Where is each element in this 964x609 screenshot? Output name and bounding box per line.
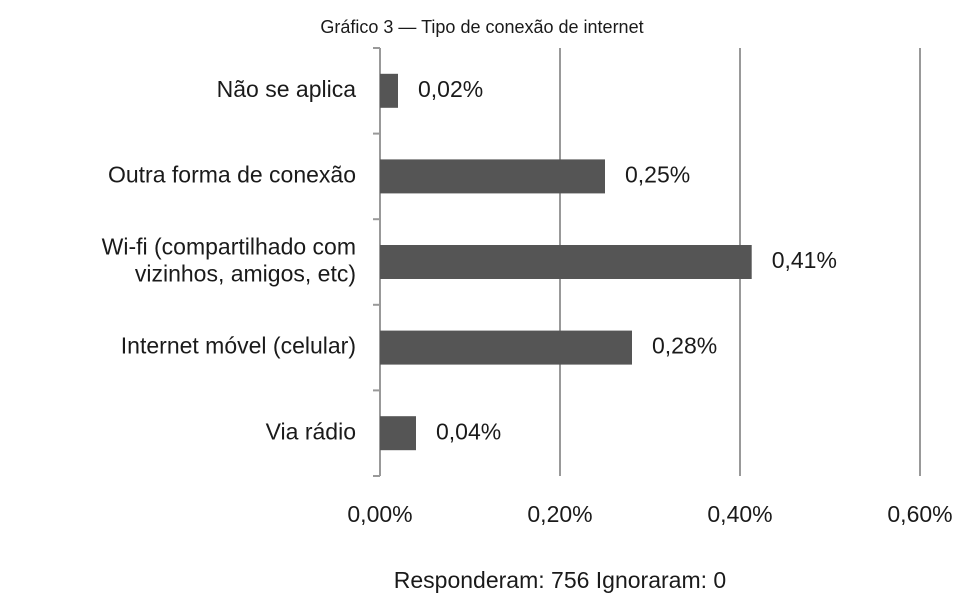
y-tick-label: Via rádio xyxy=(266,418,356,444)
y-tick-label: Não se aplica xyxy=(217,76,357,102)
bar xyxy=(380,159,605,194)
data-label: 0,02% xyxy=(418,76,483,102)
y-tick-label: Internet móvel (celular) xyxy=(121,333,356,359)
data-label: 0,28% xyxy=(652,333,717,359)
y-tick-label: Outra forma de conexão xyxy=(108,161,356,187)
bar xyxy=(380,330,632,365)
footer: Responderam: 756 Ignoraram: 0 xyxy=(394,567,726,593)
bar xyxy=(380,245,752,279)
x-tick-label: 0,20% xyxy=(527,501,592,527)
x-tick-label: 0,40% xyxy=(707,501,772,527)
data-label: 0,04% xyxy=(436,418,501,444)
data-label: 0,41% xyxy=(772,247,837,273)
data-label: 0,25% xyxy=(625,161,690,187)
x-tick-label: 0,60% xyxy=(887,501,952,527)
x-tick-label: 0,00% xyxy=(347,501,412,527)
chart-title: Gráfico 3 — Tipo de conexão de internet xyxy=(320,17,643,37)
bar xyxy=(380,416,416,451)
bar xyxy=(380,73,398,108)
y-tick-label: Wi-fi (compartilhado com vizinhos, amigos… xyxy=(102,234,356,287)
